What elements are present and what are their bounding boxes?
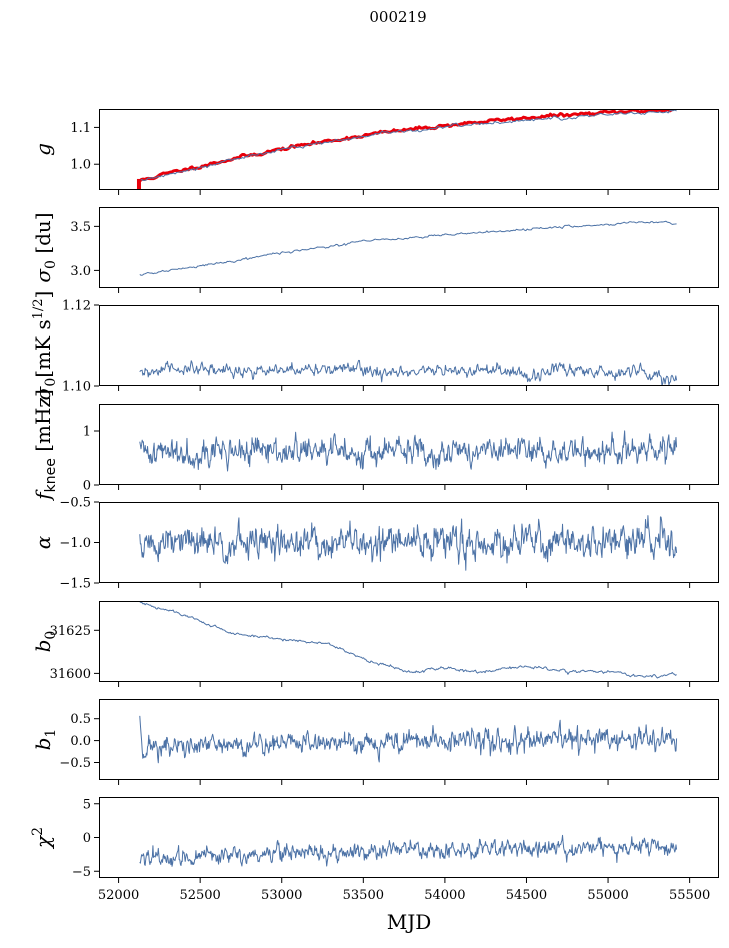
x-axis-label: MJD [387,910,432,934]
y-axis-label-b0: b0 [31,631,59,653]
panel-chi2: −5 0 5 52000 52500 53000 53500 54000 54500 55000 5… [30,797,719,903]
series-line-g-0 [138,109,677,183]
y-tick-label-alpha-0: −1.5 [59,577,91,592]
y-tick-label-b1-1: 0.0 [70,734,91,749]
y-tick-label-g-0: 1.0 [70,158,91,173]
series-line-sigma0_mk-0 [139,359,678,386]
axes-frame-b1 [99,699,719,780]
x-tick-label-6: 55000 [587,888,628,903]
y-tick-label-sigma0_mk-1: 1.12 [62,299,91,314]
y-tick-label-sigma0_du-1: 3.5 [70,220,91,235]
axes-frame-sigma0_du [99,207,719,288]
y-tick-label-g-1: 1.1 [70,121,91,136]
figure-title: 000219 [369,8,426,26]
y-tick-label-chi2-0: −5 [72,865,91,880]
y-tick-label-b1-2: 0.5 [70,712,91,727]
y-axis-label-g: g [31,143,55,156]
y-tick-label-b0-0: 31600 [50,667,91,682]
y-tick-label-chi2-2: 5 [83,797,91,812]
y-axis-label-chi2: χ2 [30,827,55,850]
x-tick-label-7: 55500 [669,888,710,903]
series-line-g-1 [139,109,677,182]
panel-b1: −0.5 0.0 0.5 b1 [31,699,719,785]
y-tick-label-chi2-1: 0 [83,831,91,846]
series-line-fknee-0 [139,430,678,472]
y-tick-label-fknee-0: 0 [83,479,91,494]
x-tick-label-4: 54000 [424,888,465,903]
axes-frame-b0 [99,601,719,682]
y-axis-label-b1: b1 [31,729,59,751]
series-line-chi2-0 [139,834,678,867]
series-line-b1-0 [139,715,678,764]
y-tick-label-sigma0_du-0: 3.0 [70,264,91,279]
series-line-alpha-0 [139,515,678,571]
y-tick-label-alpha-2: −0.5 [59,496,91,511]
series-line-sigma0_du-0 [139,220,677,276]
x-tick-label-1: 52500 [179,888,220,903]
panel-g: 1.0 1.1 g [31,109,719,195]
axes-frame-chi2 [99,797,719,878]
y-tick-label-b1-0: −0.5 [59,756,91,771]
axes-frame-g [99,109,719,190]
series-line-b0-0 [139,601,677,679]
axes-frame-sigma0_mk [99,305,719,386]
y-axis-label-alpha: α [31,535,55,549]
x-tick-label-3: 53500 [343,888,384,903]
y-axis-label-sigma0_mk: σ0[mK s1/2] [31,291,59,401]
axes-frame-fknee [99,404,719,485]
y-tick-label-alpha-1: −1.0 [59,536,91,551]
y-tick-label-sigma0_mk-0: 1.10 [62,380,91,395]
y-axis-label-fknee: fknee [mHz] [31,389,59,502]
x-tick-label-0: 52000 [98,888,139,903]
x-tick-label-5: 54500 [506,888,547,903]
y-tick-label-b0-1: 31625 [50,624,91,639]
panel-alpha: −1.5 −1.0 −0.5 α [31,496,719,592]
x-tick-label-2: 53000 [261,888,302,903]
y-axis-label-sigma0_du: σ0 [du] [31,212,59,282]
y-tick-label-fknee-1: 1 [83,425,91,440]
axes-frame-alpha [99,502,719,583]
panel-fknee: 0 1 fknee [mHz] [31,389,719,502]
panel-sigma0_du: 3.0 3.5 σ0 [du] [31,207,719,293]
